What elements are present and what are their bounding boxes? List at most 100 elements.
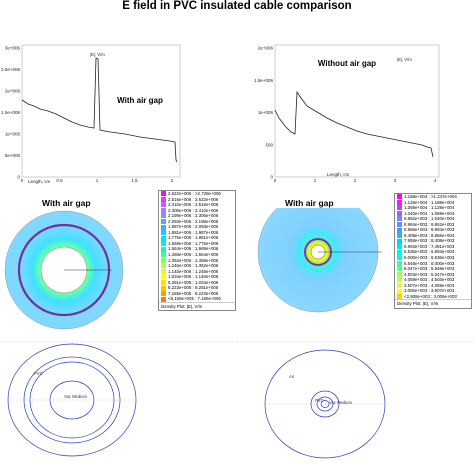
legend-text: 1.669e+006 : 1.775e+006	[168, 240, 219, 246]
legend-swatch	[161, 274, 166, 280]
mesh-label-air: Air	[289, 374, 295, 379]
legend-entry: 1.881e+006 : 1.987e+006	[159, 230, 235, 236]
legend-entry: 6.000e+003 : 6.536e+003	[395, 255, 471, 261]
legend-swatch	[397, 277, 402, 283]
y-tick-label: 3e+006	[5, 46, 21, 51]
legend-text: 8.223e+005 : 9.281e+005	[168, 285, 219, 291]
legend-text: 9.862e+003 : 1.040e+004	[404, 216, 455, 222]
geometry-left: PVC Vac Medium	[0, 341, 237, 457]
legend-swatch	[161, 257, 166, 263]
legend-text: 8.994e+003 : 9.862e+003	[404, 221, 455, 227]
legend-swatch	[161, 191, 166, 197]
legend-text: 6.536e+003 : 6.993e+003	[404, 249, 455, 255]
legend-text: 2.199e+006 : 2.305e+006	[168, 213, 219, 219]
legend-text: 9.281e+005 : 1.034e+006	[168, 279, 219, 285]
legend-swatch	[397, 233, 402, 239]
legend-swatch	[397, 249, 402, 255]
legend-footer: Density Plot: |E|, V/m	[159, 301, 235, 311]
legend-entry: 9.281e+005 : 1.034e+006	[159, 280, 235, 286]
page-title: E field in PVC insulated cable compariso…	[122, 0, 352, 12]
legend-entry: 1.775e+006 : 1.881e+006	[159, 235, 235, 241]
legend-swatch	[161, 285, 166, 291]
legend-left: 2.622e+006 : >2.728e+006 2.516e+006 : 2.6…	[158, 190, 236, 312]
y-tick-label: 2e+006	[5, 89, 21, 94]
y-tick-label: 1.5e+006	[1, 110, 20, 115]
legend-entry: 3.507e+003 : 4.059e+003	[395, 283, 471, 289]
legend-entry: 9.862e+003 : 1.040e+004	[395, 216, 471, 222]
field-curve	[21, 57, 178, 163]
x-tick-label: 3	[394, 178, 397, 183]
line-plot-right: 2e+006 1.5e+006 1e+006 500 0 0 1 2 3 4 Without a…	[254, 44, 440, 183]
mesh-label-pvc: PVC	[315, 398, 324, 403]
line-caption: Without air gap	[318, 59, 376, 68]
legend-text: 7.958e+003 : 8.408e+003	[404, 238, 455, 244]
mesh-label-medium: Vac Medium	[64, 394, 87, 399]
x-tick-label: 1	[96, 178, 99, 183]
density-plot-right	[257, 208, 382, 313]
legend-text: 1.140e+006 : 1.246e+006	[168, 268, 219, 274]
legend-entry: <6.106e+005 : 7.165e+005	[159, 296, 235, 302]
density-plot-left	[4, 210, 124, 330]
legend-entry: 2.199e+006 : 2.305e+006	[159, 213, 235, 219]
legend-text: <2.508e+003 : 3.006e+003	[404, 293, 457, 299]
legend-text: 8.866e+003 : 8.994e+003	[404, 227, 455, 233]
legend-swatch	[397, 255, 402, 261]
y-tick-label: 1e+006	[5, 132, 21, 137]
legend-text: 4.503e+003 : 5.047e+003	[404, 271, 455, 277]
legend-entry: 1.987e+006 : 2.093e+006	[159, 224, 235, 230]
legend-entry: <2.508e+003 : 3.006e+003	[395, 294, 471, 300]
legend-text: 7.165e+005 : 8.223e+005	[168, 290, 219, 296]
legend-entry: 7.165e+005 : 8.223e+005	[159, 291, 235, 297]
legend-text: 1.040e+004 : 1.069e+004	[404, 210, 455, 216]
y-tick-label: 2e+006	[258, 46, 274, 51]
legend-swatch	[397, 222, 402, 227]
y-tick-label: 2.5e+006	[1, 67, 20, 72]
x-tick-label: 0.5	[56, 178, 63, 183]
legend-swatch	[397, 260, 402, 266]
line-plot-left: 3e+006 2.5e+006 2e+006 1.5e+006 1e+006 5e+005…	[1, 44, 181, 184]
legend-entry: 4.059e+003 : 4.503e+003	[395, 277, 471, 283]
legend-swatch	[397, 227, 402, 233]
legend-swatch	[397, 294, 402, 300]
legend-text: 2.093e+006 : 2.199e+006	[168, 218, 219, 224]
x-tick-label: 0	[21, 178, 24, 183]
legend-entry: 1.669e+006 : 1.775e+006	[159, 241, 235, 247]
legend-entry: 5.047e+003 : 5.548e+003	[395, 266, 471, 272]
legend-text: 5.548e+003 : 6.000e+003	[404, 260, 455, 266]
x-tick-label: 2	[354, 178, 357, 183]
legend-entry: 7.958e+003 : 8.408e+003	[395, 238, 471, 244]
legend-entry: 1.069e+004 : 1.129e+004	[395, 205, 471, 211]
legend-entry: 1.246e+006 : 1.352e+006	[159, 263, 235, 269]
y-tick-labels: 2e+006 1.5e+006 1e+006 500 0	[254, 46, 273, 180]
legend-text: 2.305e+006 : 2.410e+006	[168, 207, 219, 213]
y-tick-label: 0	[270, 175, 273, 180]
legend-entry: 1.352e+006 : 1.458e+006	[159, 258, 235, 264]
unit-label: |E|, V/m	[397, 57, 412, 62]
legend-swatch	[397, 199, 402, 205]
legend-swatch	[397, 205, 402, 211]
legend-text: 4.059e+003 : 4.503e+003	[404, 277, 455, 283]
legend-swatch	[161, 230, 166, 236]
y-tick-label: 500	[265, 142, 273, 147]
legend-swatch	[397, 283, 402, 289]
legend-text: 1.188e+004 : >1.247e+004	[404, 194, 457, 199]
legend-text: 1.352e+006 : 1.458e+006	[168, 257, 219, 263]
legend-entry: 2.516e+006 : 2.622e+006	[159, 197, 235, 203]
x-tick-label: 1	[314, 178, 317, 183]
field-curve	[274, 90, 434, 158]
legend-entry: 2.305e+006 : 2.410e+006	[159, 208, 235, 214]
legend-swatch	[161, 246, 166, 252]
legend-text: 6.000e+003 : 6.536e+003	[404, 255, 455, 261]
legend-swatch	[161, 241, 166, 247]
legend-entry: 1.140e+006 : 1.246e+006	[159, 269, 235, 275]
legend-entry: 1.129e+004 : 1.188e+004	[395, 200, 471, 206]
legend-swatch	[161, 235, 166, 241]
legend-text: 1.564e+006 : 1.669e+006	[168, 246, 219, 252]
legend-text: 2.516e+006 : 2.622e+006	[168, 196, 219, 202]
legend-swatch	[397, 266, 402, 272]
legend-text: 1.129e+004 : 1.188e+004	[404, 199, 455, 205]
section-heading-right: With air gap	[285, 198, 334, 208]
legend-entry: 2.093e+006 : 2.199e+006	[159, 219, 235, 225]
x-tick-labels: 0 0.5 1 1.5 2	[21, 178, 174, 183]
legend-footer: Density Plot: |E|, V/m	[395, 299, 471, 308]
